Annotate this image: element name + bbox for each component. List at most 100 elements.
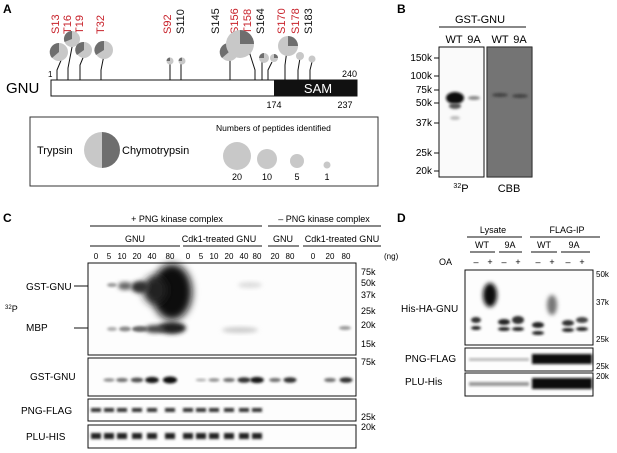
b-markers: 150k 100k 75k 50k 37k 25k 20k: [410, 53, 433, 177]
legend-size-10: [257, 149, 277, 169]
d-png-bands: [469, 354, 592, 364]
c-png-band-2: [117, 408, 127, 412]
c-gst-band-2: [116, 377, 128, 383]
d-marker-50k: 50k: [596, 270, 610, 279]
c-gst-band-3: [130, 377, 144, 383]
site-labels: S13 T16 T19 T32 S92 S110 S145 S156 T158 …: [50, 8, 315, 34]
b-marker-150k: 150k: [410, 53, 433, 64]
b-marker-50k: 50k: [416, 98, 433, 109]
pie-s183: [308, 55, 316, 63]
d-oa-sign-7: +: [579, 257, 584, 267]
panel-a-letter: A: [3, 2, 12, 16]
panel-b-letter: B: [397, 2, 406, 16]
legend-chymotrypsin: Chymotrypsin: [122, 145, 189, 157]
b-lane-wt-1: WT: [445, 34, 462, 46]
c-marker-15k: 15k: [361, 339, 376, 349]
site-label-s170: S170: [276, 8, 288, 34]
d-ha-blot: [464, 269, 594, 346]
c-gst-band-10: [237, 377, 251, 383]
b-band-wt-lower: [449, 103, 461, 109]
c-unit: (ng): [384, 252, 399, 261]
c-marker-25k: 25k: [361, 306, 376, 316]
b-label-32p: 32P: [453, 183, 468, 195]
c-gst-band-15: [324, 377, 336, 383]
site-label-t32: T32: [95, 15, 107, 34]
c-label-gst-gnu-2: GST-GNU: [30, 372, 76, 383]
c-gst-band-5: [162, 376, 178, 384]
c-amount-7: 5: [199, 252, 204, 261]
legend-label-1: 1: [324, 172, 329, 182]
panel-b-title: GST-GNU: [455, 14, 505, 26]
c-png-band-10: [239, 408, 249, 412]
d-oa-sign-0: –: [473, 257, 478, 267]
d-oa-label: OA: [439, 257, 452, 267]
legend-size-20: [223, 142, 251, 170]
c-gst-band-9: [223, 377, 235, 383]
c-autorad-blot: [87, 262, 357, 356]
c-png-band-8: [209, 408, 219, 412]
pie-s13: [49, 42, 68, 61]
pos-end: 240: [342, 69, 357, 79]
c-plu-band-9: [224, 433, 234, 439]
sam-domain: [274, 80, 357, 96]
site-label-s13: S13: [50, 14, 62, 34]
c-png-band-11: [252, 408, 262, 412]
c-group-gnu-1: GNU: [125, 234, 145, 244]
pos-start: 1: [48, 70, 53, 79]
b-band-wt-strong: [446, 92, 464, 104]
c-plu-band-1: [104, 433, 114, 439]
site-label-s92: S92: [162, 14, 174, 34]
c-amount-4: 40: [148, 252, 157, 261]
legend-pie: [84, 132, 120, 168]
b-cbb-band-9a: [512, 94, 528, 98]
c-gst-band-16: [339, 377, 353, 383]
c-gst-band-12: [269, 377, 281, 383]
d-oa-sign-4: –: [535, 257, 540, 267]
d-geno-wt-2: WT: [537, 240, 551, 250]
protein-name: GNU: [6, 80, 39, 97]
c-amount-3: 20: [133, 252, 142, 261]
c-amount-11: 80: [253, 252, 262, 261]
c-label-png-flag: PNG-FLAG: [21, 406, 72, 417]
panel-a: A S13 T16 T19 T32 S92 S110 S145 S156 T15…: [3, 2, 379, 187]
c-amount-8: 10: [210, 252, 219, 261]
c-gst-band-11: [250, 376, 264, 384]
pie-t158: [270, 54, 278, 62]
c-amount-15: 20: [326, 252, 335, 261]
panel-d-letter: D: [397, 211, 406, 225]
d-label-ha: His-HA-GNU: [401, 304, 458, 315]
d-oa-sign-2: –: [501, 257, 506, 267]
d-label-png: PNG-FLAG: [405, 354, 456, 365]
pie-s110: [178, 57, 186, 65]
c-amount-1: 5: [107, 252, 112, 261]
c-markers-top: 75k 50k 37k 25k 20k 15k: [361, 267, 376, 349]
d-geno-9a-2: 9A: [568, 240, 579, 250]
c-png-band-7: [196, 408, 206, 412]
c-plu-band-5: [165, 433, 175, 439]
c-amount-0: 0: [94, 252, 99, 261]
c-plu-blot: [87, 424, 357, 449]
legend-peptides-title: Numbers of peptides identified: [216, 123, 331, 133]
c-png-band-6: [183, 408, 193, 412]
c-plu-band-4: [147, 433, 157, 439]
c-gst-band-4: [145, 376, 159, 384]
site-pies: [49, 30, 316, 65]
pie-t16: [63, 30, 80, 47]
b-marker-37k: 37k: [416, 118, 433, 129]
sam-label: SAM: [304, 81, 332, 96]
c-marker-37k: 37k: [361, 290, 376, 300]
c-label-32p: 32P: [5, 304, 18, 314]
legend-label-5: 5: [294, 172, 299, 182]
legend-label-20: 20: [232, 172, 242, 182]
c-png-band-4: [147, 408, 157, 412]
d-oa-sign-5: +: [549, 257, 554, 267]
c-marker-png-25k: 25k: [361, 412, 376, 422]
c-gst-blot: [87, 357, 357, 397]
c-amount-6: 0: [186, 252, 191, 261]
pie-s156: [226, 30, 254, 58]
c-png-band-5: [165, 408, 175, 412]
site-label-s110: S110: [175, 9, 187, 34]
c-group-gnu-2: GNU: [273, 234, 293, 244]
b-cbb-band-wt: [492, 93, 508, 97]
